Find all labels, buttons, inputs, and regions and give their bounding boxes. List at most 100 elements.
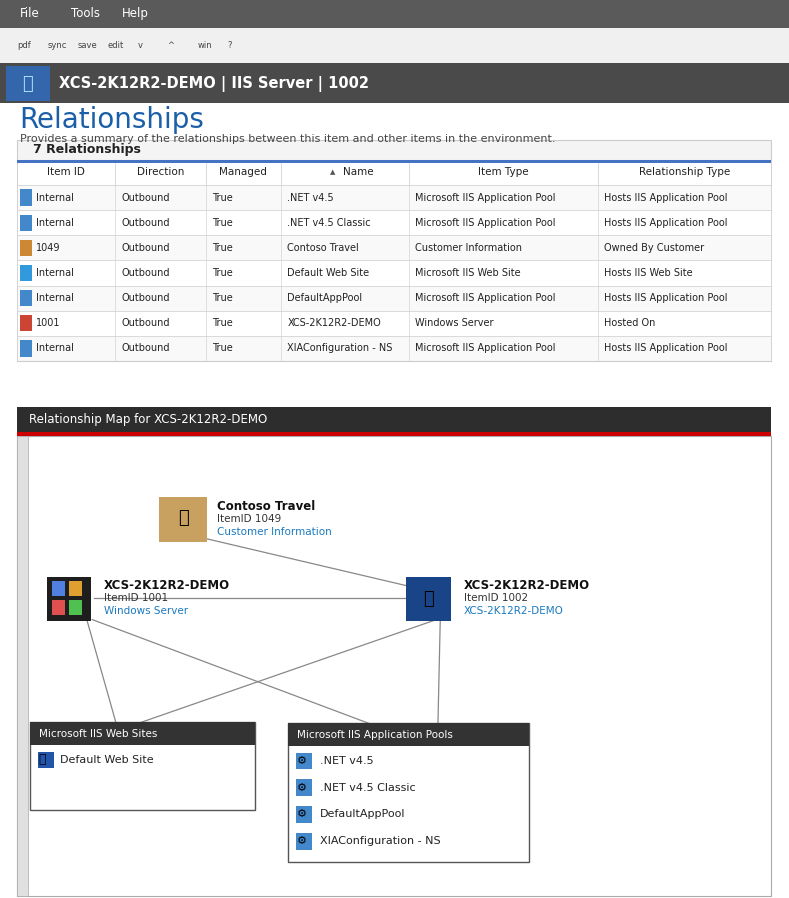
- Bar: [288, 723, 529, 862]
- Text: Internal: Internal: [36, 268, 74, 278]
- Text: Outbound: Outbound: [122, 318, 170, 329]
- Text: Internal: Internal: [36, 343, 74, 354]
- Text: 🌐: 🌐: [423, 590, 434, 608]
- Bar: [0, 103, 789, 898]
- Text: Help: Help: [122, 7, 149, 21]
- Bar: [296, 806, 312, 823]
- Text: ?: ?: [227, 40, 232, 50]
- Text: .NET v4.5: .NET v4.5: [287, 192, 334, 203]
- Bar: [0, 63, 789, 103]
- Bar: [296, 753, 312, 769]
- Text: 1001: 1001: [36, 318, 61, 329]
- Text: 1049: 1049: [36, 242, 61, 253]
- Bar: [17, 185, 771, 210]
- Bar: [17, 160, 771, 163]
- Text: DefaultAppPool: DefaultAppPool: [320, 809, 405, 820]
- Text: edit: edit: [107, 40, 124, 50]
- Bar: [52, 581, 65, 596]
- Text: 🌐: 🌐: [22, 75, 33, 92]
- Text: ItemID 1001: ItemID 1001: [104, 593, 168, 603]
- Text: Microsoft IIS Web Site: Microsoft IIS Web Site: [416, 268, 521, 278]
- Bar: [17, 260, 771, 286]
- Text: Owned By Customer: Owned By Customer: [604, 242, 704, 253]
- Text: Name: Name: [342, 167, 373, 178]
- Text: 👥: 👥: [178, 509, 189, 527]
- Text: Microsoft IIS Application Pool: Microsoft IIS Application Pool: [416, 217, 556, 228]
- Bar: [20, 265, 32, 281]
- Text: DefaultAppPool: DefaultAppPool: [287, 293, 362, 304]
- Bar: [17, 235, 771, 260]
- Bar: [30, 722, 255, 745]
- Text: Outbound: Outbound: [122, 268, 170, 278]
- Bar: [288, 723, 529, 746]
- Bar: [38, 752, 54, 768]
- Bar: [47, 577, 91, 621]
- Text: Default Web Site: Default Web Site: [287, 268, 369, 278]
- Text: File: File: [20, 7, 39, 21]
- Text: ⚙: ⚙: [297, 836, 307, 847]
- Text: .NET v4.5 Classic: .NET v4.5 Classic: [320, 782, 415, 793]
- Text: Outbound: Outbound: [122, 343, 170, 354]
- Text: Microsoft IIS Application Pool: Microsoft IIS Application Pool: [416, 343, 556, 354]
- Bar: [20, 340, 32, 357]
- Text: XIAConfiguration - NS: XIAConfiguration - NS: [287, 343, 393, 354]
- Bar: [69, 600, 82, 615]
- Text: Windows Server: Windows Server: [104, 605, 189, 616]
- Text: Outbound: Outbound: [122, 217, 170, 228]
- Text: Microsoft IIS Application Pools: Microsoft IIS Application Pools: [297, 729, 454, 740]
- Text: Internal: Internal: [36, 192, 74, 203]
- Bar: [52, 600, 65, 615]
- Text: sync: sync: [47, 40, 67, 50]
- Bar: [17, 140, 771, 160]
- Text: Microsoft IIS Web Sites: Microsoft IIS Web Sites: [39, 728, 158, 739]
- Text: Microsoft IIS Application Pool: Microsoft IIS Application Pool: [416, 293, 556, 304]
- Text: ⚙: ⚙: [297, 755, 307, 766]
- Bar: [17, 336, 771, 361]
- Text: Contoso Travel: Contoso Travel: [287, 242, 359, 253]
- Text: XCS-2K12R2-DEMO: XCS-2K12R2-DEMO: [104, 579, 230, 592]
- Text: Tools: Tools: [71, 7, 100, 21]
- Text: Hosts IIS Application Pool: Hosts IIS Application Pool: [604, 217, 727, 228]
- Text: Hosts IIS Application Pool: Hosts IIS Application Pool: [604, 343, 727, 354]
- Text: Outbound: Outbound: [122, 192, 170, 203]
- Bar: [17, 286, 771, 311]
- Text: Item Type: Item Type: [478, 167, 529, 178]
- Text: .NET v4.5: .NET v4.5: [320, 755, 373, 766]
- Text: ^: ^: [167, 40, 174, 50]
- Text: ▲: ▲: [330, 170, 335, 175]
- Text: Microsoft IIS Application Pool: Microsoft IIS Application Pool: [416, 192, 556, 203]
- Text: Item ID: Item ID: [47, 167, 85, 178]
- Text: Relationship Type: Relationship Type: [638, 167, 730, 178]
- Text: 7 Relationships: 7 Relationships: [33, 144, 141, 156]
- Text: ⚙: ⚙: [297, 782, 307, 793]
- Text: pdf: pdf: [17, 40, 31, 50]
- Text: v: v: [137, 40, 142, 50]
- Text: True: True: [212, 192, 233, 203]
- Text: Hosts IIS Web Site: Hosts IIS Web Site: [604, 268, 693, 278]
- Text: True: True: [212, 217, 233, 228]
- Text: Outbound: Outbound: [122, 242, 170, 253]
- Text: Managed: Managed: [219, 167, 267, 178]
- Text: .NET v4.5 Classic: .NET v4.5 Classic: [287, 217, 371, 228]
- Text: Direction: Direction: [136, 167, 184, 178]
- Bar: [20, 215, 32, 231]
- Text: ItemID 1002: ItemID 1002: [464, 593, 528, 603]
- Text: Contoso Travel: Contoso Travel: [217, 500, 316, 513]
- Text: XCS-2K12R2-DEMO: XCS-2K12R2-DEMO: [464, 579, 590, 592]
- Bar: [20, 189, 32, 206]
- Text: True: True: [212, 242, 233, 253]
- Bar: [406, 577, 451, 621]
- Bar: [17, 160, 771, 185]
- Bar: [17, 210, 771, 235]
- Text: Default Web Site: Default Web Site: [60, 754, 154, 765]
- Bar: [20, 315, 32, 331]
- Text: Relationship Map for XCS-2K12R2-DEMO: Relationship Map for XCS-2K12R2-DEMO: [29, 413, 267, 426]
- Text: Internal: Internal: [36, 293, 74, 304]
- Bar: [30, 722, 255, 810]
- Bar: [17, 436, 28, 896]
- Bar: [20, 290, 32, 306]
- Text: save: save: [77, 40, 97, 50]
- Text: True: True: [212, 293, 233, 304]
- Text: 🌐: 🌐: [39, 753, 47, 766]
- Text: Relationships: Relationships: [20, 106, 204, 135]
